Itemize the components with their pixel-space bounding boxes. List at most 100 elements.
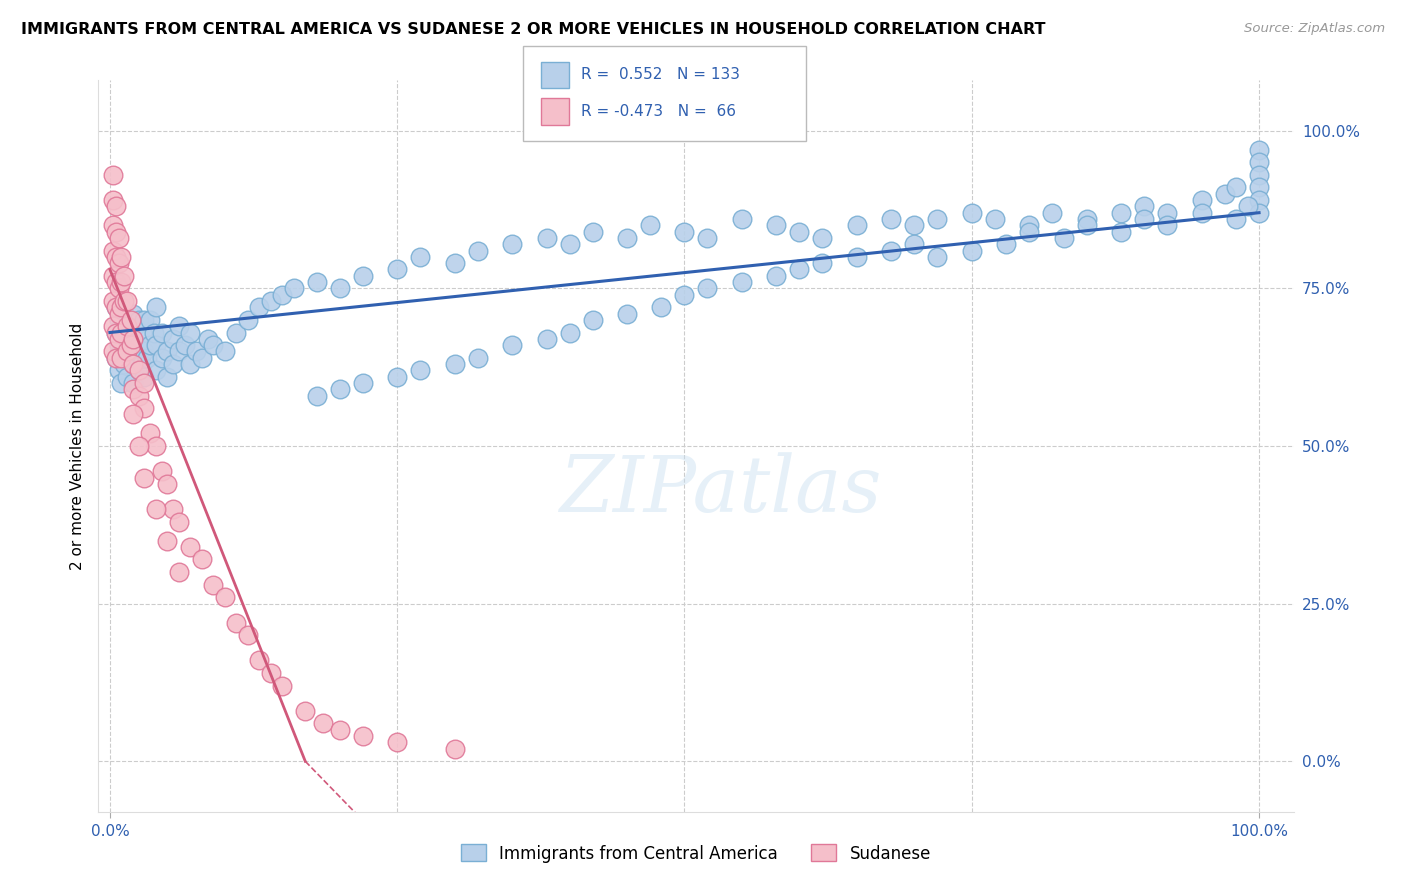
Point (122, 382, 145, 396)
Point (581, 225, 603, 239)
Point (173, 338, 195, 352)
Point (120, 338, 142, 352)
Point (122, 357, 145, 371)
Point (134, 369, 156, 384)
Point (103, 268, 125, 283)
Point (329, 382, 352, 396)
Point (352, 729, 374, 743)
Point (1213, 186, 1236, 201)
Point (305, 388, 328, 402)
Point (1247, 180, 1270, 194)
Point (115, 344, 138, 359)
Point (202, 578, 225, 592)
Point (995, 237, 1018, 252)
Point (139, 313, 162, 327)
Point (696, 231, 718, 245)
Point (128, 338, 150, 352)
Point (120, 326, 142, 340)
Point (179, 357, 201, 371)
Point (960, 244, 983, 258)
Point (696, 281, 718, 295)
Point (110, 319, 132, 334)
Legend: Immigrants from Central America, Sudanese: Immigrants from Central America, Sudanes… (454, 838, 938, 869)
Point (122, 357, 145, 371)
Point (409, 363, 432, 377)
Point (112, 293, 135, 308)
Point (765, 268, 787, 283)
Point (536, 332, 558, 346)
Point (225, 615, 247, 630)
Point (124, 319, 146, 334)
Point (731, 212, 754, 227)
Point (108, 281, 131, 295)
Point (731, 275, 754, 289)
Y-axis label: 2 or more Vehicles in Household: 2 or more Vehicles in Household (69, 322, 84, 570)
Point (134, 401, 156, 416)
Point (197, 332, 219, 346)
Point (104, 199, 127, 213)
Point (104, 250, 127, 264)
Point (122, 408, 145, 422)
Point (329, 281, 352, 295)
Text: ZIPatlas: ZIPatlas (558, 451, 882, 528)
Point (112, 268, 135, 283)
Point (443, 741, 465, 756)
Point (1225, 212, 1247, 227)
Point (247, 300, 270, 314)
Point (1040, 205, 1063, 219)
Point (167, 319, 190, 334)
Point (150, 351, 173, 365)
Point (1109, 225, 1132, 239)
Point (131, 357, 153, 371)
Point (385, 735, 409, 749)
Point (329, 723, 352, 737)
Point (128, 388, 150, 402)
Point (134, 470, 156, 484)
Point (409, 250, 432, 264)
Point (467, 351, 489, 365)
Point (903, 237, 925, 252)
Point (501, 338, 523, 352)
Point (110, 326, 132, 340)
Point (1247, 193, 1270, 207)
Point (927, 250, 949, 264)
Point (128, 363, 150, 377)
Point (103, 193, 125, 207)
Point (673, 287, 696, 301)
Point (581, 313, 603, 327)
Point (108, 313, 131, 327)
Point (880, 244, 903, 258)
Point (103, 244, 125, 258)
Point (150, 326, 173, 340)
Point (1247, 143, 1270, 157)
Point (845, 219, 868, 233)
Point (110, 250, 132, 264)
Point (122, 332, 145, 346)
Point (1053, 231, 1076, 245)
Point (260, 665, 283, 680)
Point (927, 212, 949, 227)
Point (616, 231, 638, 245)
Point (536, 231, 558, 245)
Point (191, 351, 214, 365)
Point (1018, 225, 1040, 239)
Point (305, 275, 328, 289)
Point (104, 300, 127, 314)
Point (128, 439, 150, 453)
Point (1076, 219, 1098, 233)
Point (1156, 219, 1178, 233)
Point (1191, 205, 1213, 219)
Point (638, 219, 661, 233)
Point (104, 351, 127, 365)
Point (789, 225, 811, 239)
Point (1156, 205, 1178, 219)
Point (191, 552, 214, 566)
Point (145, 300, 167, 314)
Point (145, 502, 167, 516)
Point (501, 237, 523, 252)
Point (145, 363, 167, 377)
Point (283, 281, 305, 295)
Point (122, 332, 145, 346)
Point (131, 326, 153, 340)
Point (122, 307, 145, 321)
